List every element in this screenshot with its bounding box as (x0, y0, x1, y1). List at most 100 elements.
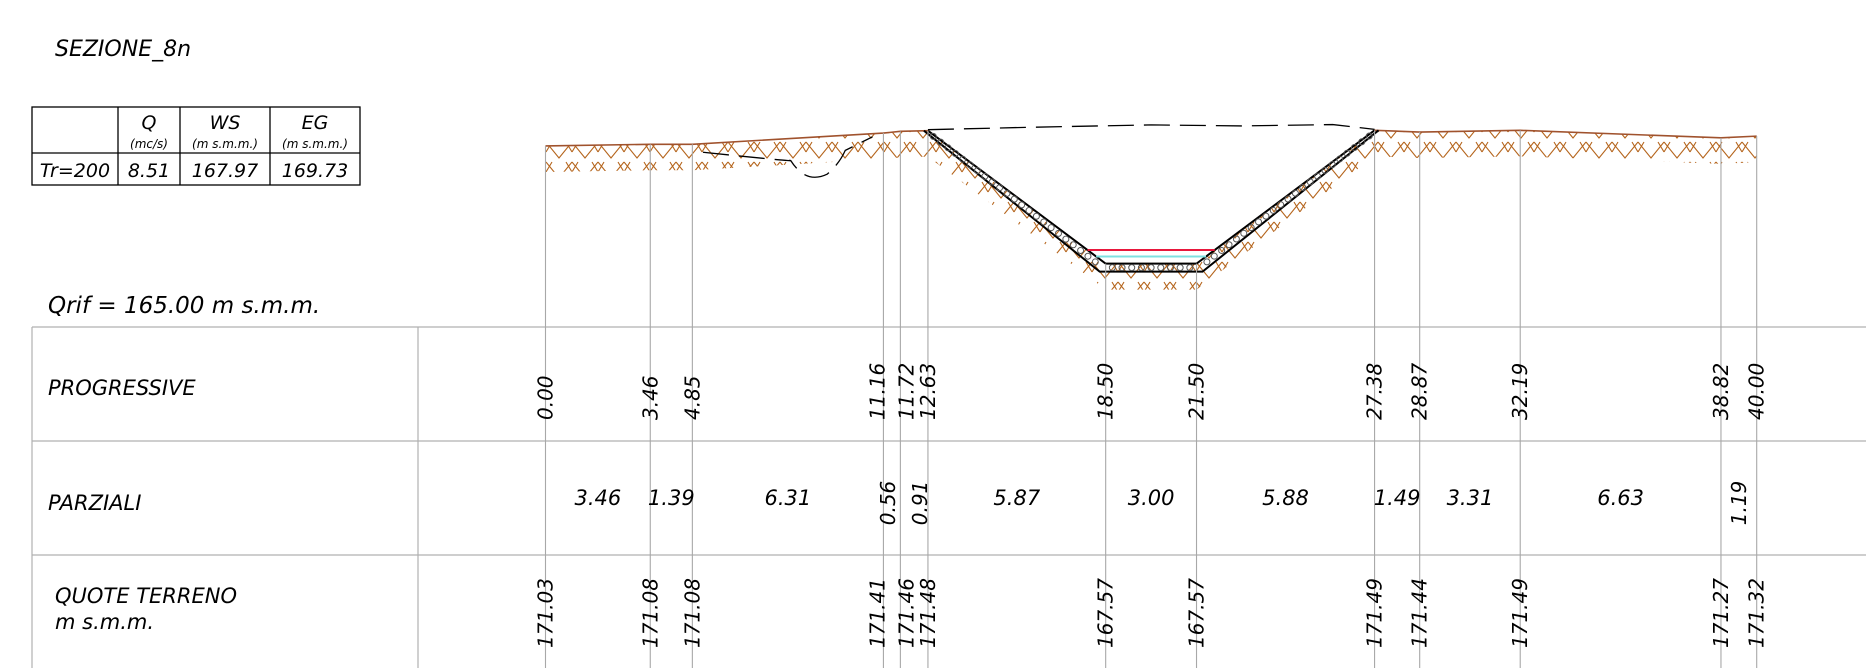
soil-hatch (545, 130, 1757, 290)
gabion-stone (966, 161, 974, 169)
gabion-stone (1255, 218, 1263, 226)
row-label-parziali: PARZIALI (48, 491, 141, 515)
gabion-stone (1166, 264, 1174, 272)
gabion-stone (1247, 224, 1255, 232)
quota-label: 171.08 (680, 578, 704, 648)
gabion-stone (1358, 138, 1366, 146)
soil-hatch-band (545, 129, 1757, 290)
gabion-stone (1003, 189, 1011, 197)
gabion-stone (1262, 212, 1270, 220)
progressive-label: 11.72 (894, 363, 918, 420)
gabion-stone (1010, 195, 1018, 203)
progressive-label: 21.50 (1185, 363, 1209, 420)
gabion-stone (1203, 258, 1211, 266)
quota-label: 171.08 (638, 578, 662, 648)
row-label-quote-line1: QUOTE TERRENO (55, 584, 237, 608)
water-levels (927, 123, 1375, 258)
partial-label: 6.31 (765, 486, 812, 510)
partial-label: 5.87 (993, 486, 1040, 510)
quota-label: 171.49 (1508, 578, 1532, 648)
gabion-stone (1277, 201, 1285, 209)
flow-table-row-label: Tr=200 (40, 160, 110, 182)
progressive-label: 38.82 (1709, 363, 1733, 420)
quota-label: 171.27 (1709, 578, 1733, 648)
station-lines (544, 130, 1758, 668)
progressive-label: 28.87 (1408, 362, 1432, 420)
gabion-stone (1018, 201, 1026, 209)
flow-table-ws-value: 167.97 (192, 160, 258, 182)
gabion-stone (1232, 235, 1240, 243)
profile-grid (31, 326, 1866, 668)
gabion-stone (944, 144, 952, 152)
gabion-stone (1299, 184, 1307, 192)
energy-grade-line (927, 123, 1375, 131)
row-label-progressive: PROGRESSIVE (48, 376, 196, 400)
gabion-stone (1321, 166, 1329, 174)
station-labels: 0.00 171.03 3.46 171.08 4.85 171.08 11.16 171.4… (534, 362, 1769, 648)
gabion-stone (1084, 252, 1092, 260)
gabion-stone (1343, 149, 1351, 157)
gabion-stone (929, 132, 937, 140)
gabion-stone (1336, 155, 1344, 163)
gabion-stone (1240, 229, 1248, 237)
channel-lining (923, 129, 1380, 273)
gabion-stone (1291, 189, 1299, 197)
flow-table-unit-ws: (m s.m.m.) (192, 137, 258, 151)
partial-label: 1.19 (1727, 481, 1751, 526)
gabion-stone (1365, 132, 1373, 140)
section-title: SEZIONE_8n (55, 37, 191, 62)
gabion-stone (1108, 264, 1116, 272)
progressive-label: 4.85 (680, 375, 704, 420)
left-depression (702, 136, 873, 178)
progressive-label: 12.63 (916, 363, 940, 420)
flow-table-unit-q: (mc/s) (130, 137, 168, 151)
progressive-label: 11.16 (865, 363, 889, 420)
quota-label: 167.57 (1185, 578, 1209, 648)
flow-table-eg-value: 169.73 (282, 160, 348, 182)
gabion-stone (973, 167, 981, 175)
flow-table-unit-eg: (m s.m.m.) (282, 137, 348, 151)
quota-label: 171.48 (916, 578, 940, 648)
gabion-stone (1147, 264, 1155, 272)
progressive-label: 0.00 (534, 375, 558, 420)
gabion-stone (1091, 258, 1099, 266)
partial-label: 6.63 (1597, 486, 1644, 510)
quota-label: 171.46 (894, 578, 918, 648)
gabion-stone (1306, 178, 1314, 186)
gabion-stone (1269, 206, 1277, 214)
gabion-stone (1218, 246, 1226, 254)
gabion-stone (981, 172, 989, 180)
gabion-stone (951, 150, 959, 158)
gabion-stone (1032, 212, 1040, 220)
flow-table-header-q: Q (142, 112, 157, 134)
progressive-label: 40.00 (1745, 363, 1769, 420)
row-label-quote-line2: m s.m.m. (55, 610, 154, 634)
gabion-stone (937, 138, 945, 146)
partial-label: 1.49 (1374, 486, 1421, 510)
flow-table-header-ws: WS (210, 112, 241, 134)
partial-label: 3.46 (575, 486, 622, 510)
gabion-stone (1314, 172, 1322, 180)
partial-label: 0.56 (876, 481, 900, 526)
partial-label: 3.00 (1128, 486, 1175, 510)
gabion-stone (1025, 207, 1033, 215)
quota-label: 171.44 (1408, 578, 1432, 648)
gabion-stone (1062, 235, 1070, 243)
gabion-stone (1069, 241, 1077, 249)
gabion-stone (1350, 144, 1358, 151)
gabion-stone (996, 184, 1004, 192)
gabion-stone (1210, 252, 1218, 260)
progressive-label: 18.50 (1094, 363, 1118, 420)
partial-label: 5.88 (1262, 486, 1309, 510)
quota-label: 171.32 (1745, 578, 1769, 648)
quota-label: 171.41 (865, 578, 889, 648)
reference-level: Qrif = 165.00 m s.m.m. (48, 293, 320, 319)
progressive-label: 3.46 (638, 375, 662, 420)
quota-label: 171.03 (534, 578, 558, 648)
partial-label: 0.91 (908, 481, 932, 526)
gabion-stone (1077, 247, 1085, 255)
partial-label: 3.31 (1447, 486, 1494, 510)
flow-table-header-eg: EG (302, 112, 329, 134)
gabion-stone (1128, 264, 1136, 272)
